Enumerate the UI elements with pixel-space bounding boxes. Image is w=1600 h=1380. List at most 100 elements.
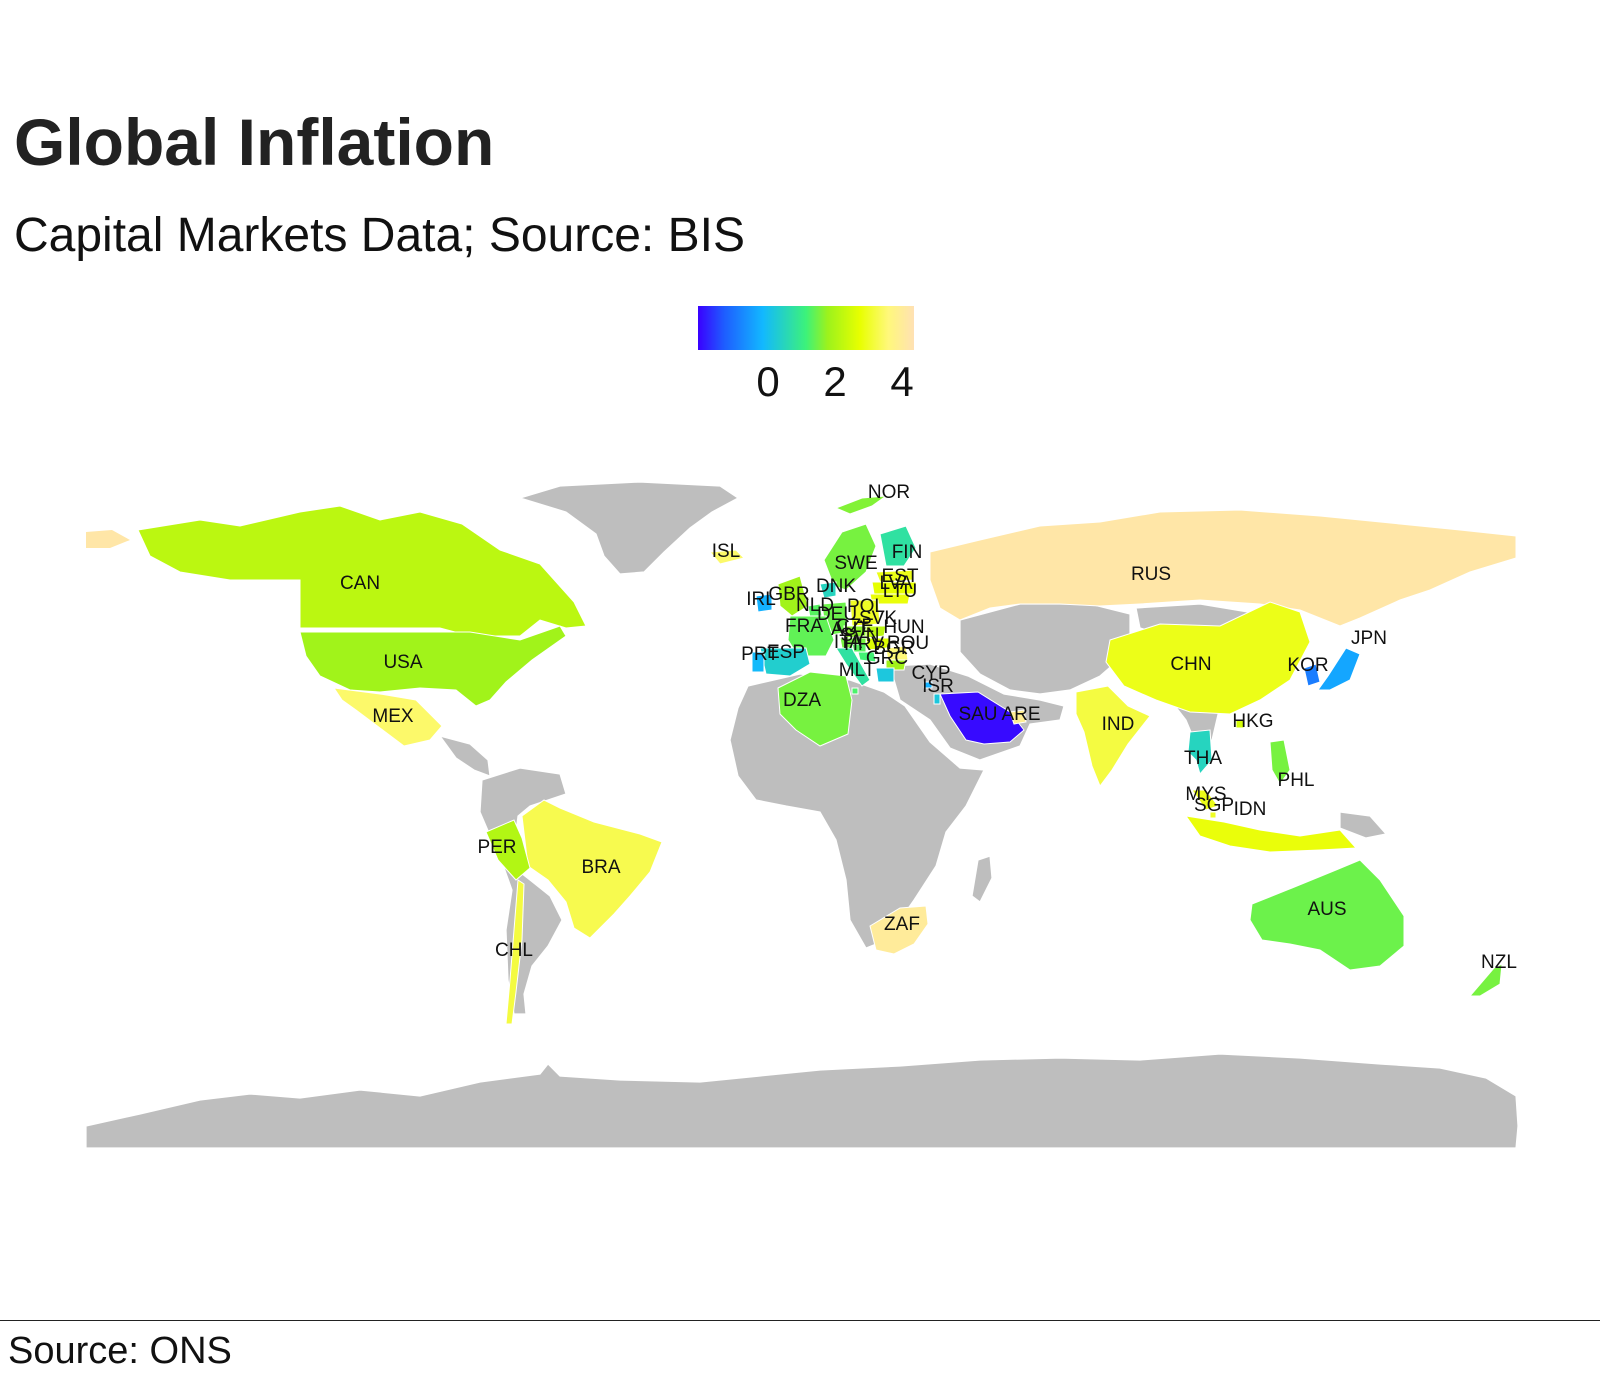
country-label-est: EST <box>882 566 919 587</box>
country-grc <box>875 667 895 683</box>
country-jpn <box>1317 647 1361 691</box>
country-per <box>485 819 531 881</box>
country-label-tha: THA <box>1184 748 1222 769</box>
legend-tick-4: 4 <box>890 358 914 405</box>
legend-tick-2: 2 <box>823 358 847 405</box>
footer-rule <box>0 1320 1600 1321</box>
country-svk <box>865 625 887 639</box>
country-isl <box>708 549 745 565</box>
country-lva <box>871 581 917 595</box>
country-gbr <box>777 575 809 617</box>
country-label-svk: SVK <box>859 608 897 629</box>
country-label-nzl: NZL <box>1481 952 1517 973</box>
color-scale-legend <box>698 306 914 350</box>
country-isr <box>933 693 941 705</box>
country-rou <box>885 645 909 663</box>
country-label-svn: SVN <box>840 625 879 646</box>
country-label-pol: POL <box>847 596 885 617</box>
central-america-land <box>438 734 491 777</box>
country-usa <box>299 625 567 707</box>
country-label-rus: RUS <box>1131 564 1171 585</box>
country-label-deu: DEU <box>817 604 857 625</box>
country-label-usa: USA <box>383 652 422 673</box>
country-label-fin: FIN <box>892 542 923 563</box>
country-label-lva: LVA <box>879 573 912 594</box>
country-prt <box>751 651 765 673</box>
country-ita <box>835 647 871 687</box>
madagascar-land <box>971 855 993 903</box>
country-dza <box>777 671 853 747</box>
country-mys <box>1191 789 1219 811</box>
country-label-zaf: ZAF <box>884 914 920 935</box>
country-aus <box>1249 859 1405 971</box>
country-ind <box>1075 685 1151 788</box>
country-tha <box>1187 729 1213 776</box>
country-fra <box>787 615 835 657</box>
country-pol <box>849 599 881 627</box>
country-sau <box>939 691 1025 745</box>
antarctica-land <box>85 1053 1519 1149</box>
country-label-hkg: HKG <box>1232 711 1273 732</box>
country-mex <box>332 687 443 747</box>
country-label-hun: HUN <box>883 617 924 638</box>
legend-tick-0: 0 <box>756 358 780 405</box>
country-label-mex: MEX <box>372 706 414 727</box>
map-subtitle: Capital Markets Data; Source: BIS <box>14 209 745 262</box>
country-label-jpn: JPN <box>1351 628 1387 649</box>
country-label-nor: NOR <box>868 482 910 503</box>
country-label-fra: FRA <box>785 616 823 637</box>
greenland-land <box>517 481 740 575</box>
country-label-mlt: MLT <box>839 660 876 681</box>
country-label-mys: MYS <box>1185 784 1226 805</box>
country-label-esp: ESP <box>767 642 805 663</box>
country-irl <box>755 593 773 613</box>
country-label-nld: NLD <box>796 595 834 616</box>
country-label-bra: BRA <box>581 857 620 878</box>
country-bra <box>521 799 663 939</box>
caption: Source: ONS <box>8 1330 232 1372</box>
country-shapes <box>86 495 1517 1025</box>
country-label-irl: IRL <box>746 589 776 610</box>
country-nor <box>834 495 888 515</box>
country-chn <box>1105 601 1311 715</box>
country-sgp <box>1209 811 1217 819</box>
country-cyp <box>923 681 933 689</box>
country-label-rou: ROU <box>887 633 929 654</box>
country-hkg <box>1235 719 1245 729</box>
country-label-per: PER <box>477 837 516 858</box>
country-label-swe: SWE <box>834 553 877 574</box>
country-label-sgp: SGP <box>1194 795 1234 816</box>
country-mlt <box>851 687 859 695</box>
country-esp <box>759 647 811 677</box>
country-dnk <box>819 581 837 599</box>
country-label-gbr: GBR <box>768 584 809 605</box>
country-label-aus: AUS <box>1307 899 1346 920</box>
country-label-cyp: CYP <box>911 663 950 684</box>
country-label-grc: GRC <box>866 648 908 669</box>
country-label-chn: CHN <box>1170 654 1211 675</box>
new-guinea-land <box>1339 811 1388 839</box>
map-title: Global Inflation <box>14 105 495 179</box>
country-are <box>1009 709 1027 725</box>
country-est <box>875 569 915 583</box>
country-fin <box>879 525 917 567</box>
country-label-phl: PHL <box>1278 770 1315 791</box>
country-label-isr: ISR <box>922 676 954 697</box>
country-label-can: CAN <box>340 573 380 594</box>
central-asia-land <box>959 603 1131 695</box>
country-label-aut: AUT <box>831 619 869 640</box>
country-label-sau: SAU <box>958 704 997 725</box>
country-label-chl: CHL <box>495 940 533 961</box>
country-idn <box>1184 815 1358 853</box>
country-label-ind: IND <box>1102 714 1135 735</box>
country-label-hrv: HRV <box>844 634 884 655</box>
country-label-idn: IDN <box>1234 799 1267 820</box>
country-label-isl: ISL <box>712 541 741 562</box>
country-label-ita: ITA <box>834 632 862 653</box>
country-label-cze: CZE <box>836 616 874 637</box>
country-label-ltu: LTU <box>883 581 917 602</box>
country-label-prt: PRT <box>741 644 779 665</box>
country-label-dnk: DNK <box>816 576 856 597</box>
